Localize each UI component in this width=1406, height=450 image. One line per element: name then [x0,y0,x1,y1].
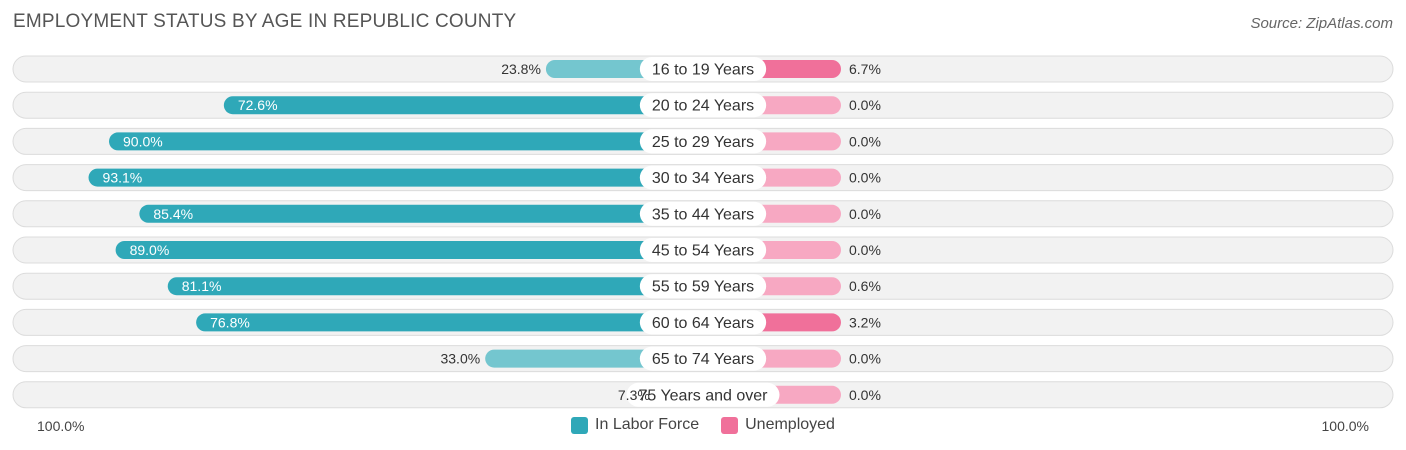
value-label-unemployed: 0.0% [849,97,881,113]
category-label-pill [639,310,767,335]
bar-labor-force [167,277,704,296]
value-label-unemployed: 0.0% [849,351,881,367]
category-label-pill [639,93,767,118]
value-label-labor-force: 89.0% [130,242,170,258]
bar-labor-force [115,241,704,259]
value-label-unemployed: 0.0% [849,242,881,258]
category-label-pill [639,274,767,299]
category-label: 60 to 64 Years [652,315,754,332]
category-label-pill [639,129,767,154]
value-label-unemployed: 0.6% [849,278,881,294]
category-label: 20 to 24 Years [652,98,754,115]
category-label: 55 to 59 Years [652,279,754,296]
category-label-pill [639,165,767,190]
bar-labor-force [139,204,704,223]
category-label-pill [626,382,780,407]
bar-labor-force [223,96,703,115]
legend-swatch-labor-force [571,416,589,434]
category-label: 25 to 29 Years [652,134,754,151]
value-label-labor-force: 23.8% [501,61,541,77]
value-label-labor-force: 90.0% [123,133,163,149]
value-label-labor-force: 81.1% [182,278,222,294]
value-label-labor-force: 85.4% [153,206,193,222]
legend-item-unemployed: Unemployed [721,416,835,434]
category-label-pill [639,201,767,226]
value-label-unemployed: 3.2% [849,314,881,330]
legend-item-labor-force: In Labor Force [571,416,699,434]
axis-left-label: 100.0% [37,418,85,434]
bar-labor-force [109,132,703,151]
category-label: 16 to 19 Years [652,62,754,79]
category-label: 75 Years and over [639,387,769,404]
bar-labor-force [196,313,703,332]
value-label-labor-force: 7.3% [618,387,650,403]
value-label-unemployed: 6.7% [849,61,881,77]
value-label-unemployed: 0.0% [849,387,881,403]
category-label-pill [639,346,767,371]
value-label-labor-force: 93.1% [103,170,143,186]
value-label-unemployed: 0.0% [849,170,881,186]
legend: In Labor Force Unemployed [0,416,1406,434]
legend-label-unemployed: Unemployed [745,416,835,433]
value-label-labor-force: 76.8% [210,314,250,330]
bar-labor-force [88,168,704,187]
category-label: 65 to 74 Years [652,351,754,368]
chart-title: EMPLOYMENT STATUS BY AGE IN REPUBLIC COU… [13,11,517,32]
category-label: 35 to 44 Years [652,206,754,223]
value-label-labor-force: 72.6% [238,97,278,113]
category-label-pill [639,238,767,262]
category-label: 30 to 34 Years [652,170,754,187]
legend-swatch-unemployed [721,416,739,434]
value-label-labor-force: 33.0% [440,351,480,367]
axis-right-label: 100.0% [1321,418,1369,434]
category-label-pill [639,57,767,81]
value-label-unemployed: 0.0% [849,206,881,222]
legend-label-labor-force: In Labor Force [595,416,700,433]
source-credit: Source: ZipAtlas.com [1250,15,1393,32]
value-label-unemployed: 0.0% [849,133,881,149]
category-label: 45 to 54 Years [652,243,754,260]
